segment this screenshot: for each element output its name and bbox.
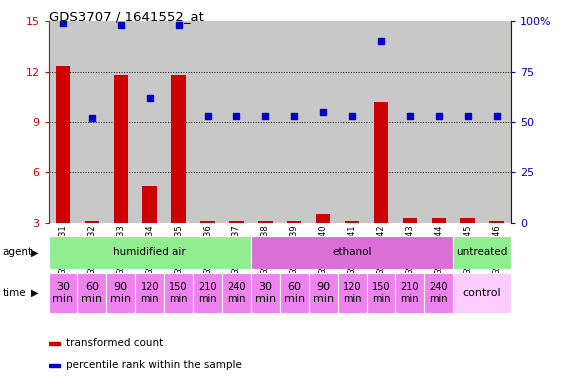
Bar [49, 236, 251, 269]
Bar [367, 273, 395, 313]
Bar [453, 236, 511, 269]
Bar [489, 221, 504, 223]
Text: 150
min: 150 min [372, 282, 390, 304]
Text: 90
min: 90 min [312, 282, 333, 304]
Bar [251, 21, 280, 223]
Text: GDS3707 / 1641552_at: GDS3707 / 1641552_at [49, 10, 203, 23]
Bar [403, 218, 417, 223]
Text: transformed count: transformed count [66, 338, 163, 348]
Bar [143, 186, 157, 223]
Bar [309, 21, 337, 223]
Bar [135, 273, 164, 313]
Text: 30
min: 30 min [53, 282, 74, 304]
Text: 120
min: 120 min [343, 282, 361, 304]
Bar [200, 221, 215, 223]
Bar [345, 221, 359, 223]
Bar [193, 273, 222, 313]
Bar [395, 273, 424, 313]
Text: 210
min: 210 min [198, 282, 217, 304]
Bar [251, 236, 453, 269]
Bar [222, 21, 251, 223]
Bar [337, 21, 367, 223]
Bar [432, 218, 446, 223]
Bar [222, 273, 251, 313]
Bar [229, 221, 244, 223]
Text: 30
min: 30 min [255, 282, 276, 304]
Bar [49, 364, 60, 367]
Bar [367, 21, 395, 223]
Bar [309, 273, 337, 313]
Bar [49, 273, 78, 313]
Text: agent: agent [3, 247, 33, 258]
Bar [258, 221, 272, 223]
Bar [135, 21, 164, 223]
Bar [316, 214, 331, 223]
Bar [424, 273, 453, 313]
Bar [453, 21, 482, 223]
Bar [106, 21, 135, 223]
Bar [106, 273, 135, 313]
Text: untreated: untreated [456, 247, 508, 258]
Text: 240
min: 240 min [227, 282, 246, 304]
Bar [280, 273, 309, 313]
Bar [374, 102, 388, 223]
Text: 240
min: 240 min [429, 282, 448, 304]
Bar [287, 221, 301, 223]
Text: percentile rank within the sample: percentile rank within the sample [66, 360, 242, 370]
Bar [395, 21, 424, 223]
Bar [164, 21, 193, 223]
Bar [460, 218, 475, 223]
Bar [424, 21, 453, 223]
Bar [78, 273, 106, 313]
Text: 60
min: 60 min [81, 282, 102, 304]
Bar [251, 273, 280, 313]
Bar [49, 342, 60, 345]
Bar [56, 66, 70, 223]
Text: 150
min: 150 min [170, 282, 188, 304]
Text: control: control [463, 288, 501, 298]
Bar [85, 221, 99, 223]
Bar [171, 75, 186, 223]
Bar [482, 21, 511, 223]
Bar [78, 21, 106, 223]
Text: ▶: ▶ [31, 288, 39, 298]
Text: time: time [3, 288, 26, 298]
Bar [49, 21, 78, 223]
Bar [164, 273, 193, 313]
Bar [114, 75, 128, 223]
Text: 60
min: 60 min [284, 282, 305, 304]
Text: 120
min: 120 min [140, 282, 159, 304]
Bar [337, 273, 367, 313]
Bar [280, 21, 309, 223]
Text: humidified air: humidified air [113, 247, 186, 258]
Text: ▶: ▶ [31, 247, 39, 258]
Text: ethanol: ethanol [332, 247, 372, 258]
Text: 90
min: 90 min [110, 282, 131, 304]
Bar [193, 21, 222, 223]
Bar [453, 273, 511, 313]
Text: 210
min: 210 min [401, 282, 419, 304]
